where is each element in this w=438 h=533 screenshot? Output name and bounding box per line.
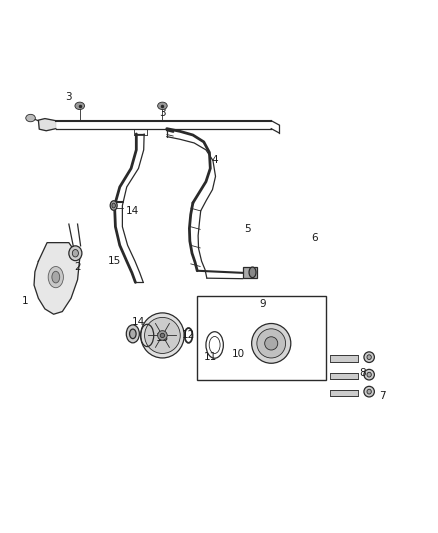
Text: 4: 4 <box>212 156 218 165</box>
Ellipse shape <box>364 369 374 380</box>
Text: 14: 14 <box>132 317 145 327</box>
Ellipse shape <box>367 355 371 360</box>
Text: 1: 1 <box>22 296 28 306</box>
Ellipse shape <box>364 352 374 362</box>
Ellipse shape <box>364 386 374 397</box>
Text: 3: 3 <box>159 108 166 118</box>
Ellipse shape <box>158 330 167 340</box>
Polygon shape <box>39 118 56 131</box>
Text: 7: 7 <box>379 391 385 401</box>
Ellipse shape <box>52 271 60 283</box>
Bar <box>197 296 325 381</box>
Text: 13: 13 <box>156 333 169 343</box>
Ellipse shape <box>130 329 136 338</box>
Bar <box>330 373 358 379</box>
Text: 9: 9 <box>259 298 266 309</box>
Text: 11: 11 <box>204 352 217 361</box>
Ellipse shape <box>265 337 278 350</box>
Polygon shape <box>34 243 80 314</box>
Text: 14: 14 <box>125 206 138 216</box>
Ellipse shape <box>141 313 184 358</box>
Ellipse shape <box>112 203 116 208</box>
Ellipse shape <box>158 102 167 110</box>
Text: 6: 6 <box>311 233 318 244</box>
Text: 12: 12 <box>182 330 195 341</box>
Bar <box>243 266 257 278</box>
Ellipse shape <box>72 249 78 257</box>
Ellipse shape <box>160 333 165 337</box>
Ellipse shape <box>252 324 291 364</box>
Ellipse shape <box>249 267 256 278</box>
Ellipse shape <box>367 372 371 377</box>
Text: 5: 5 <box>244 224 251 235</box>
Ellipse shape <box>48 266 64 288</box>
Text: 10: 10 <box>232 349 245 359</box>
Ellipse shape <box>75 102 85 110</box>
Ellipse shape <box>257 329 286 358</box>
Ellipse shape <box>26 114 35 122</box>
Text: 2: 2 <box>74 262 81 271</box>
Bar <box>330 390 358 397</box>
Bar <box>330 355 358 362</box>
Ellipse shape <box>110 201 117 211</box>
Text: 3: 3 <box>66 92 72 102</box>
Text: 15: 15 <box>108 256 121 266</box>
Ellipse shape <box>367 389 371 394</box>
Ellipse shape <box>69 246 82 261</box>
Ellipse shape <box>145 317 180 353</box>
Text: 8: 8 <box>359 368 366 377</box>
Ellipse shape <box>126 325 139 343</box>
